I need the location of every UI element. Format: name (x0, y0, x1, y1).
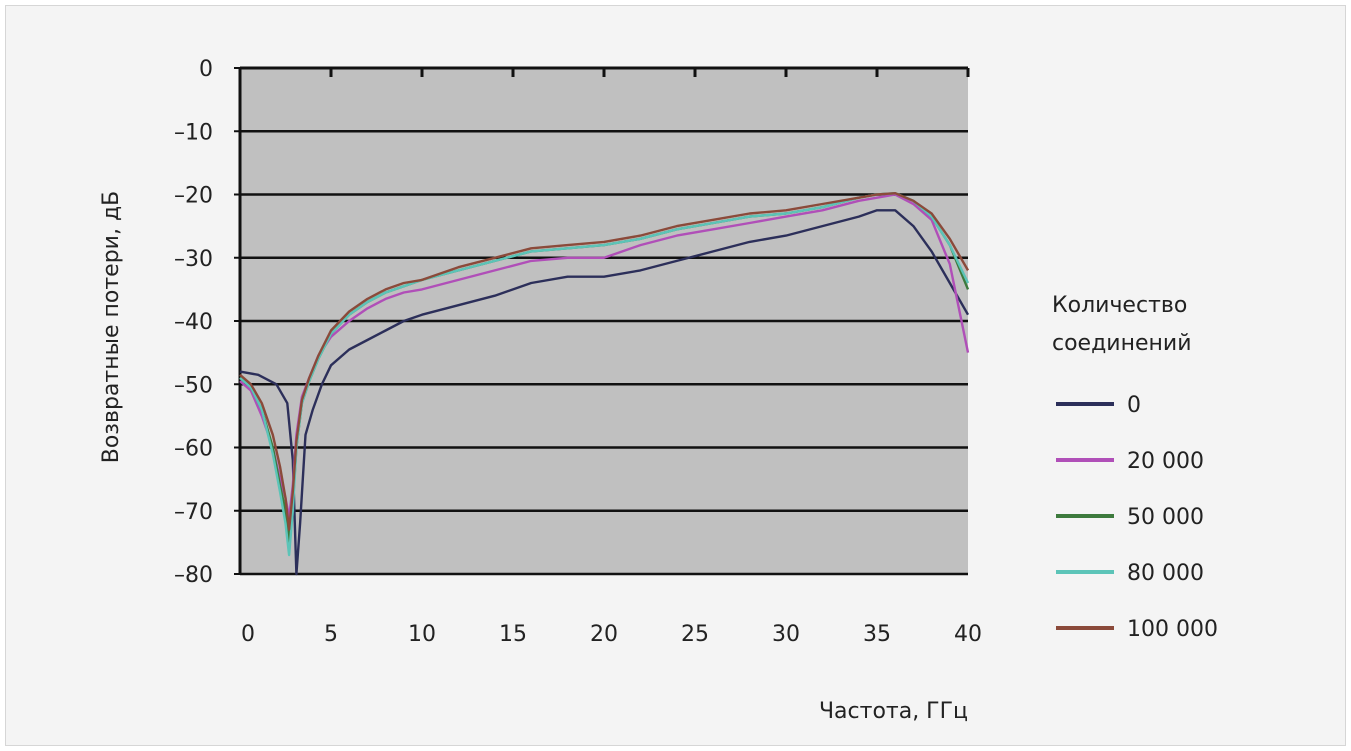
x-tick-label: 15 (499, 622, 527, 647)
legend-label-1: 20 000 (1127, 449, 1204, 474)
series-lines (239, 192, 970, 576)
y-tick-label: –20 (174, 184, 213, 209)
x-tick-label: 30 (772, 622, 800, 647)
y-tick-label: –50 (174, 373, 213, 398)
y-tick-label: –80 (174, 563, 213, 588)
x-tick-label: 25 (681, 622, 709, 647)
legend-title-line-2: соединений (1052, 331, 1192, 356)
x-tick-label: 0 (241, 622, 255, 647)
series-line-0 (239, 209, 970, 576)
x-tick-label: 5 (324, 622, 338, 647)
x-tick-label: 35 (863, 622, 891, 647)
legend-label-2: 50 000 (1127, 505, 1204, 530)
legend-label-3: 80 000 (1127, 561, 1204, 586)
axes (234, 66, 970, 575)
y-tick-label: –70 (174, 500, 213, 525)
y-axis-title: Возвратные потери, дБ (99, 191, 124, 464)
legend-label-4: 100 000 (1127, 617, 1218, 642)
series-line-4 (239, 192, 970, 531)
legend: Количество соединений 0 20 000 50 000 80 00… (1052, 293, 1218, 642)
y-tick-label: –60 (174, 437, 213, 462)
x-tick-label: 10 (408, 622, 436, 647)
x-tick-label: 40 (954, 622, 982, 647)
x-tick-label: 20 (590, 622, 618, 647)
y-tick-label: 0 (199, 57, 213, 82)
x-axis-title: Частота, ГГц (819, 699, 968, 724)
tick-labels: 0 –10 –20 –30 –40 –50 –60 –70 –80 0 5 10 15 20 25 30 35 4… (174, 57, 982, 647)
y-tick-label: –10 (174, 120, 213, 145)
y-tick-label: –30 (174, 247, 213, 272)
legend-title-line-1: Количество (1052, 293, 1187, 318)
legend-label-0: 0 (1127, 393, 1141, 418)
y-tick-label: –40 (174, 310, 213, 335)
